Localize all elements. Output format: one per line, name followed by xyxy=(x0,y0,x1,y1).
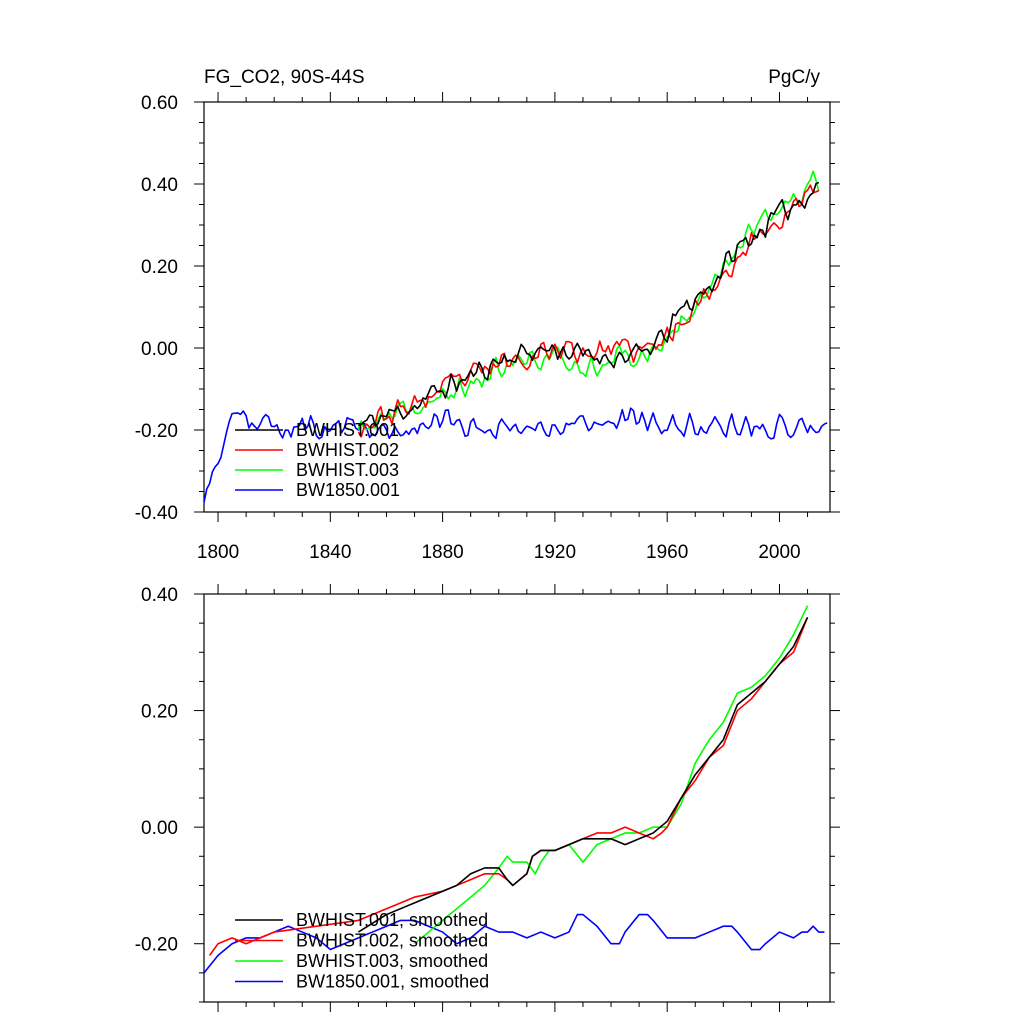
legend-label: BWHIST.002, smoothed xyxy=(296,931,488,951)
y-tick-label: 0.40 xyxy=(141,175,178,196)
y-tick-label: 0.20 xyxy=(141,257,178,278)
legend-label: BWHIST.003, smoothed xyxy=(296,951,488,971)
series-line-1 xyxy=(357,616,809,933)
chart-units: PgC/y xyxy=(768,67,820,88)
legend-label: BW1850.001, smoothed xyxy=(296,972,489,992)
series-line-2 xyxy=(357,184,820,438)
x-tick-label: 2000 xyxy=(758,542,800,563)
series-line-2 xyxy=(208,617,809,956)
legend-label: BWHIST.002 xyxy=(296,440,399,460)
series-line-3 xyxy=(357,170,820,431)
legend-label: BWHIST.001 xyxy=(296,420,399,440)
y-tick-label: 0.60 xyxy=(141,93,178,114)
y-tick-label: 0.20 xyxy=(141,702,178,723)
legend-label: BWHIST.001, smoothed xyxy=(296,910,488,930)
x-tick-label: 1840 xyxy=(309,542,351,563)
y-tick-label: -0.20 xyxy=(135,421,178,442)
x-tick-label: 1880 xyxy=(421,542,463,563)
series-line-4 xyxy=(204,407,828,503)
series-line-1 xyxy=(358,181,820,427)
legend-label: BWHIST.003 xyxy=(296,460,399,480)
series-line-3 xyxy=(414,605,809,945)
x-tick-label: 1960 xyxy=(646,542,688,563)
annual-panel: 1800 1840 1880 1920 1960 2000 -0.40 -0.20 0.00 0.… xyxy=(135,92,840,563)
y-tick-label: 0.00 xyxy=(141,818,178,839)
y-tick-label: -0.20 xyxy=(135,935,178,956)
y-tick-label: 0.00 xyxy=(141,339,178,360)
legend-label: BW1850.001 xyxy=(296,480,400,500)
x-tick-label: 1920 xyxy=(534,542,576,563)
series-line-4 xyxy=(204,913,825,974)
chart-title: FG_CO2, 90S-44S xyxy=(204,67,365,88)
y-tick-label: -0.40 xyxy=(135,503,178,524)
x-tick-label: 1800 xyxy=(197,542,239,563)
y-tick-label: 0.40 xyxy=(141,585,178,606)
